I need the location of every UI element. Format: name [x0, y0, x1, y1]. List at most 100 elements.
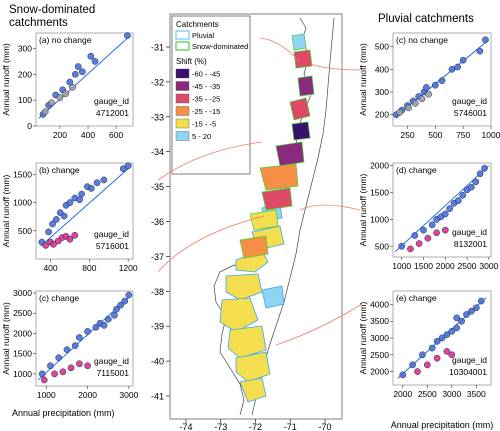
data-point	[92, 324, 100, 331]
y-axis-label: Annual runoff (mm)	[358, 302, 368, 375]
data-point	[111, 311, 118, 319]
legend-shift-label: 5 - 20	[192, 132, 211, 141]
y-tick-label: 1500	[13, 169, 32, 179]
y-tick-label: 0	[27, 121, 32, 131]
data-point	[50, 240, 57, 248]
y-tick-label: 100	[18, 95, 32, 105]
x-tick-label: 1000	[482, 130, 500, 140]
lat-tick-label: -40	[151, 357, 164, 367]
x-tick-label: 2500	[458, 261, 477, 271]
y-tick-label: 200	[18, 69, 32, 79]
scatter-panel-a: 200 400 600 0 100 200 300 (a) no change gauge_id…	[1, 32, 134, 140]
x-axis-label: Annual precipitation (mm)	[12, 408, 115, 418]
data-point	[463, 311, 470, 318]
x-tick-label: 400	[81, 130, 95, 140]
legend-catchment-label: Snow-dominated	[192, 42, 248, 51]
data-point	[87, 52, 95, 60]
data-point	[419, 351, 426, 359]
lat-tick-label: -38	[151, 287, 164, 297]
legend-shift-title: Shift (%)	[176, 57, 207, 66]
y-tick-label: 1500	[370, 188, 389, 198]
data-point	[420, 226, 427, 234]
data-point	[454, 63, 461, 71]
x-tick-label: 500	[428, 130, 442, 140]
gauge-id-value: 5716001	[96, 241, 129, 251]
data-point	[424, 234, 432, 242]
data-point	[477, 297, 485, 305]
data-point	[448, 65, 456, 73]
lat-tick-label: -35	[151, 182, 164, 192]
data-point	[431, 81, 439, 89]
y-tick-label: 2500	[370, 350, 389, 360]
lon-tick-label: -70	[318, 422, 331, 431]
data-point	[472, 304, 480, 312]
pluvial-catchments-title: Pluvial catchments	[378, 13, 474, 25]
connector-arrows	[157, 37, 363, 346]
data-point	[459, 191, 467, 199]
data-point	[55, 354, 63, 362]
data-point	[476, 170, 484, 178]
data-point	[100, 322, 108, 329]
y-tick-label: 1000	[370, 214, 389, 224]
snow-catchments	[239, 33, 315, 259]
data-point	[411, 99, 419, 107]
data-point	[453, 314, 461, 322]
data-point	[482, 36, 489, 44]
legend-shift-swatch-3	[175, 106, 190, 116]
x-tick-label: 200	[53, 130, 67, 140]
y-tick-label: 3000	[13, 288, 32, 298]
data-point	[75, 360, 83, 368]
arrow-f	[275, 303, 363, 346]
x-tick-label: 2500	[418, 389, 437, 399]
y-tick-label: 1000	[13, 369, 32, 379]
gauge-id-label: gauge_id	[452, 96, 487, 106]
y-axis-label: Annual runoff (mm)	[1, 302, 11, 375]
data-point	[433, 338, 441, 345]
lon-tick-label: -72	[249, 422, 262, 431]
y-tick-label: 4000	[370, 299, 389, 309]
data-point	[414, 368, 421, 375]
data-point	[468, 307, 475, 315]
lat-tick-label: -34	[151, 147, 164, 157]
data-point	[67, 364, 75, 372]
snow-catchments-title: Snow-dominated catchments	[9, 4, 96, 29]
map-legend: Catchments Pluvial Snow-dominated Shift (%)…	[171, 15, 251, 175]
lat-tick-label: -36	[151, 217, 164, 227]
data-point	[69, 83, 76, 91]
data-point	[407, 245, 414, 253]
gauge-id-value: 7115001	[97, 368, 130, 378]
lon-tick-label: -71	[284, 422, 297, 431]
arrow-c	[157, 215, 265, 273]
data-point	[405, 104, 412, 112]
data-point	[453, 324, 461, 332]
data-point	[41, 108, 49, 116]
lat-tick-label: -31	[151, 43, 164, 53]
data-point	[448, 351, 456, 359]
data-point	[63, 346, 71, 353]
x-tick-label: 3000	[479, 261, 498, 271]
x-tick-label: 750	[456, 130, 470, 140]
data-point	[45, 228, 52, 236]
lat-tick-label: -41	[151, 392, 164, 402]
x-tick-label: 250	[400, 130, 414, 140]
data-point	[74, 63, 82, 70]
legend-shift-label: -25 - -15	[192, 107, 220, 116]
latitude-ticks: -31 -32 -33 -34 -35 -36 -37 -38 -39 -40 -41	[151, 43, 170, 402]
arrow-e	[299, 204, 361, 211]
data-point	[476, 47, 484, 55]
x-tick-label: 1000	[37, 390, 56, 400]
data-point	[443, 331, 451, 338]
data-point	[433, 354, 441, 362]
y-tick-label: 1500	[13, 349, 32, 359]
data-point	[121, 297, 129, 305]
fit-line	[40, 168, 129, 247]
x-tick-label: 2000	[393, 389, 412, 399]
gauge-id-value: 10304001	[449, 367, 487, 377]
data-point	[42, 242, 50, 249]
lat-tick-label: -32	[151, 77, 164, 87]
data-point	[56, 94, 64, 101]
data-point	[87, 185, 95, 192]
data-point	[71, 231, 79, 239]
data-point	[71, 342, 79, 349]
